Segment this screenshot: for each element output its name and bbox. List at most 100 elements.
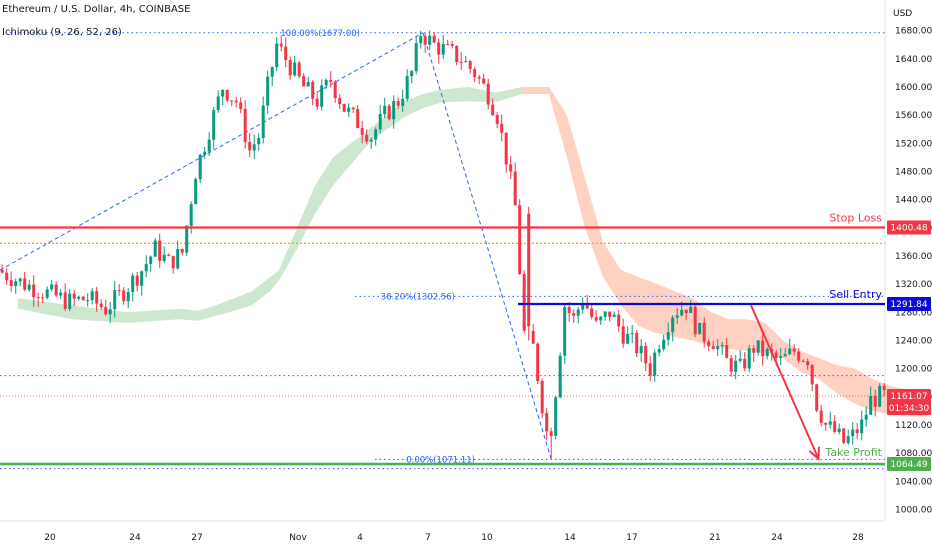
candle-body [198,154,202,180]
candle-body [518,205,522,275]
candle-body [545,413,549,432]
candle-body [716,346,720,350]
currency-label: USD [893,9,912,19]
candle-body [594,317,598,321]
candle-body [810,365,814,385]
candle-body [342,104,346,112]
candle-body [563,307,567,356]
candle-body [306,81,310,87]
candle-body [104,307,108,315]
y-tick-label: 1440.00 [895,196,932,206]
candle-body [522,274,526,331]
y-tick-label: 1560.00 [895,111,932,121]
candle-body [90,291,94,301]
sell-entry-price-badge: 1291.84 [890,300,927,310]
candle-body [234,100,238,103]
indicator-label[interactable]: Ichimoku (9, 26, 52, 26) [2,27,122,38]
candle-body [275,43,279,68]
candle-body [720,345,724,347]
candle-body [158,240,162,261]
candle-body [450,44,454,46]
candle-body [635,332,639,354]
candle-body [824,422,828,425]
candle-body [216,96,220,111]
candle-body [603,311,607,317]
candle-body [459,61,463,63]
candle-body [693,306,697,335]
candle-body [189,204,193,226]
candle-body [756,340,760,353]
candle-body [437,42,441,55]
symbol-title[interactable]: Ethereum / U.S. Dollar, 4h, COINBASE [2,4,191,15]
candle-body [27,284,31,290]
candle-body [527,213,531,327]
candle-body [221,89,225,97]
candle-body [657,349,661,353]
candle-body [833,421,837,432]
candle-body [495,115,499,124]
candle-body [131,275,135,292]
candle-body [284,46,288,61]
candle-body [590,308,594,318]
candle-body [405,76,409,99]
candle-body [648,363,652,376]
candle-body [311,81,315,99]
candle-body [315,98,319,107]
candle-body [230,100,234,102]
candle-body [837,428,841,432]
candle-body [842,428,846,443]
candle-body [576,309,580,316]
take-profit-price-badge: 1064.49 [890,460,927,470]
candle-body [743,358,747,369]
candle-body [680,309,684,316]
candle-body [108,309,112,315]
candle-body [45,289,49,298]
candle-body [99,303,103,308]
candle-body [117,290,121,292]
candle-body [684,309,688,313]
candle-body [801,360,805,362]
x-tick-label: 21 [709,533,720,543]
candle-body [783,354,787,357]
y-tick-label: 1080.00 [895,449,932,459]
ichimoku-cloud-green [18,87,522,323]
candle-body [747,348,751,369]
candle-body [72,293,76,299]
candle-body [698,322,702,335]
candle-body [212,110,216,140]
candle-body [644,345,648,364]
current-price-badge: 1161.07 [890,392,927,402]
candle-body [261,105,265,139]
candle-body [599,316,603,321]
candle-body [122,290,126,302]
bar-countdown: 01:34:30 [889,404,930,414]
candle-body [873,395,877,407]
candle-body [554,397,558,436]
y-tick-label: 1320.00 [895,280,932,290]
candle-body [248,141,252,151]
candle-body [207,139,211,152]
candle-body [779,356,783,358]
fib-level-label: 0.00%(1071.11) [406,455,475,465]
candle-body [9,280,13,286]
candle-body [792,348,796,352]
candle-body [270,67,274,77]
candle-body [180,248,184,253]
candle-body [482,78,486,84]
candle-body [320,85,324,107]
candle-body [194,179,198,205]
candle-body [77,296,81,299]
candle-body [540,381,544,414]
candle-body [414,43,418,72]
candle-body [149,256,153,264]
candle-body [378,114,382,130]
candle-body [36,297,40,299]
candle-body [86,300,90,302]
candle-body [225,89,229,101]
candles [0,30,886,460]
candle-body [257,138,261,145]
fib-level-label: 100.00%(1677.00) [280,29,360,39]
candle-body [639,345,643,354]
